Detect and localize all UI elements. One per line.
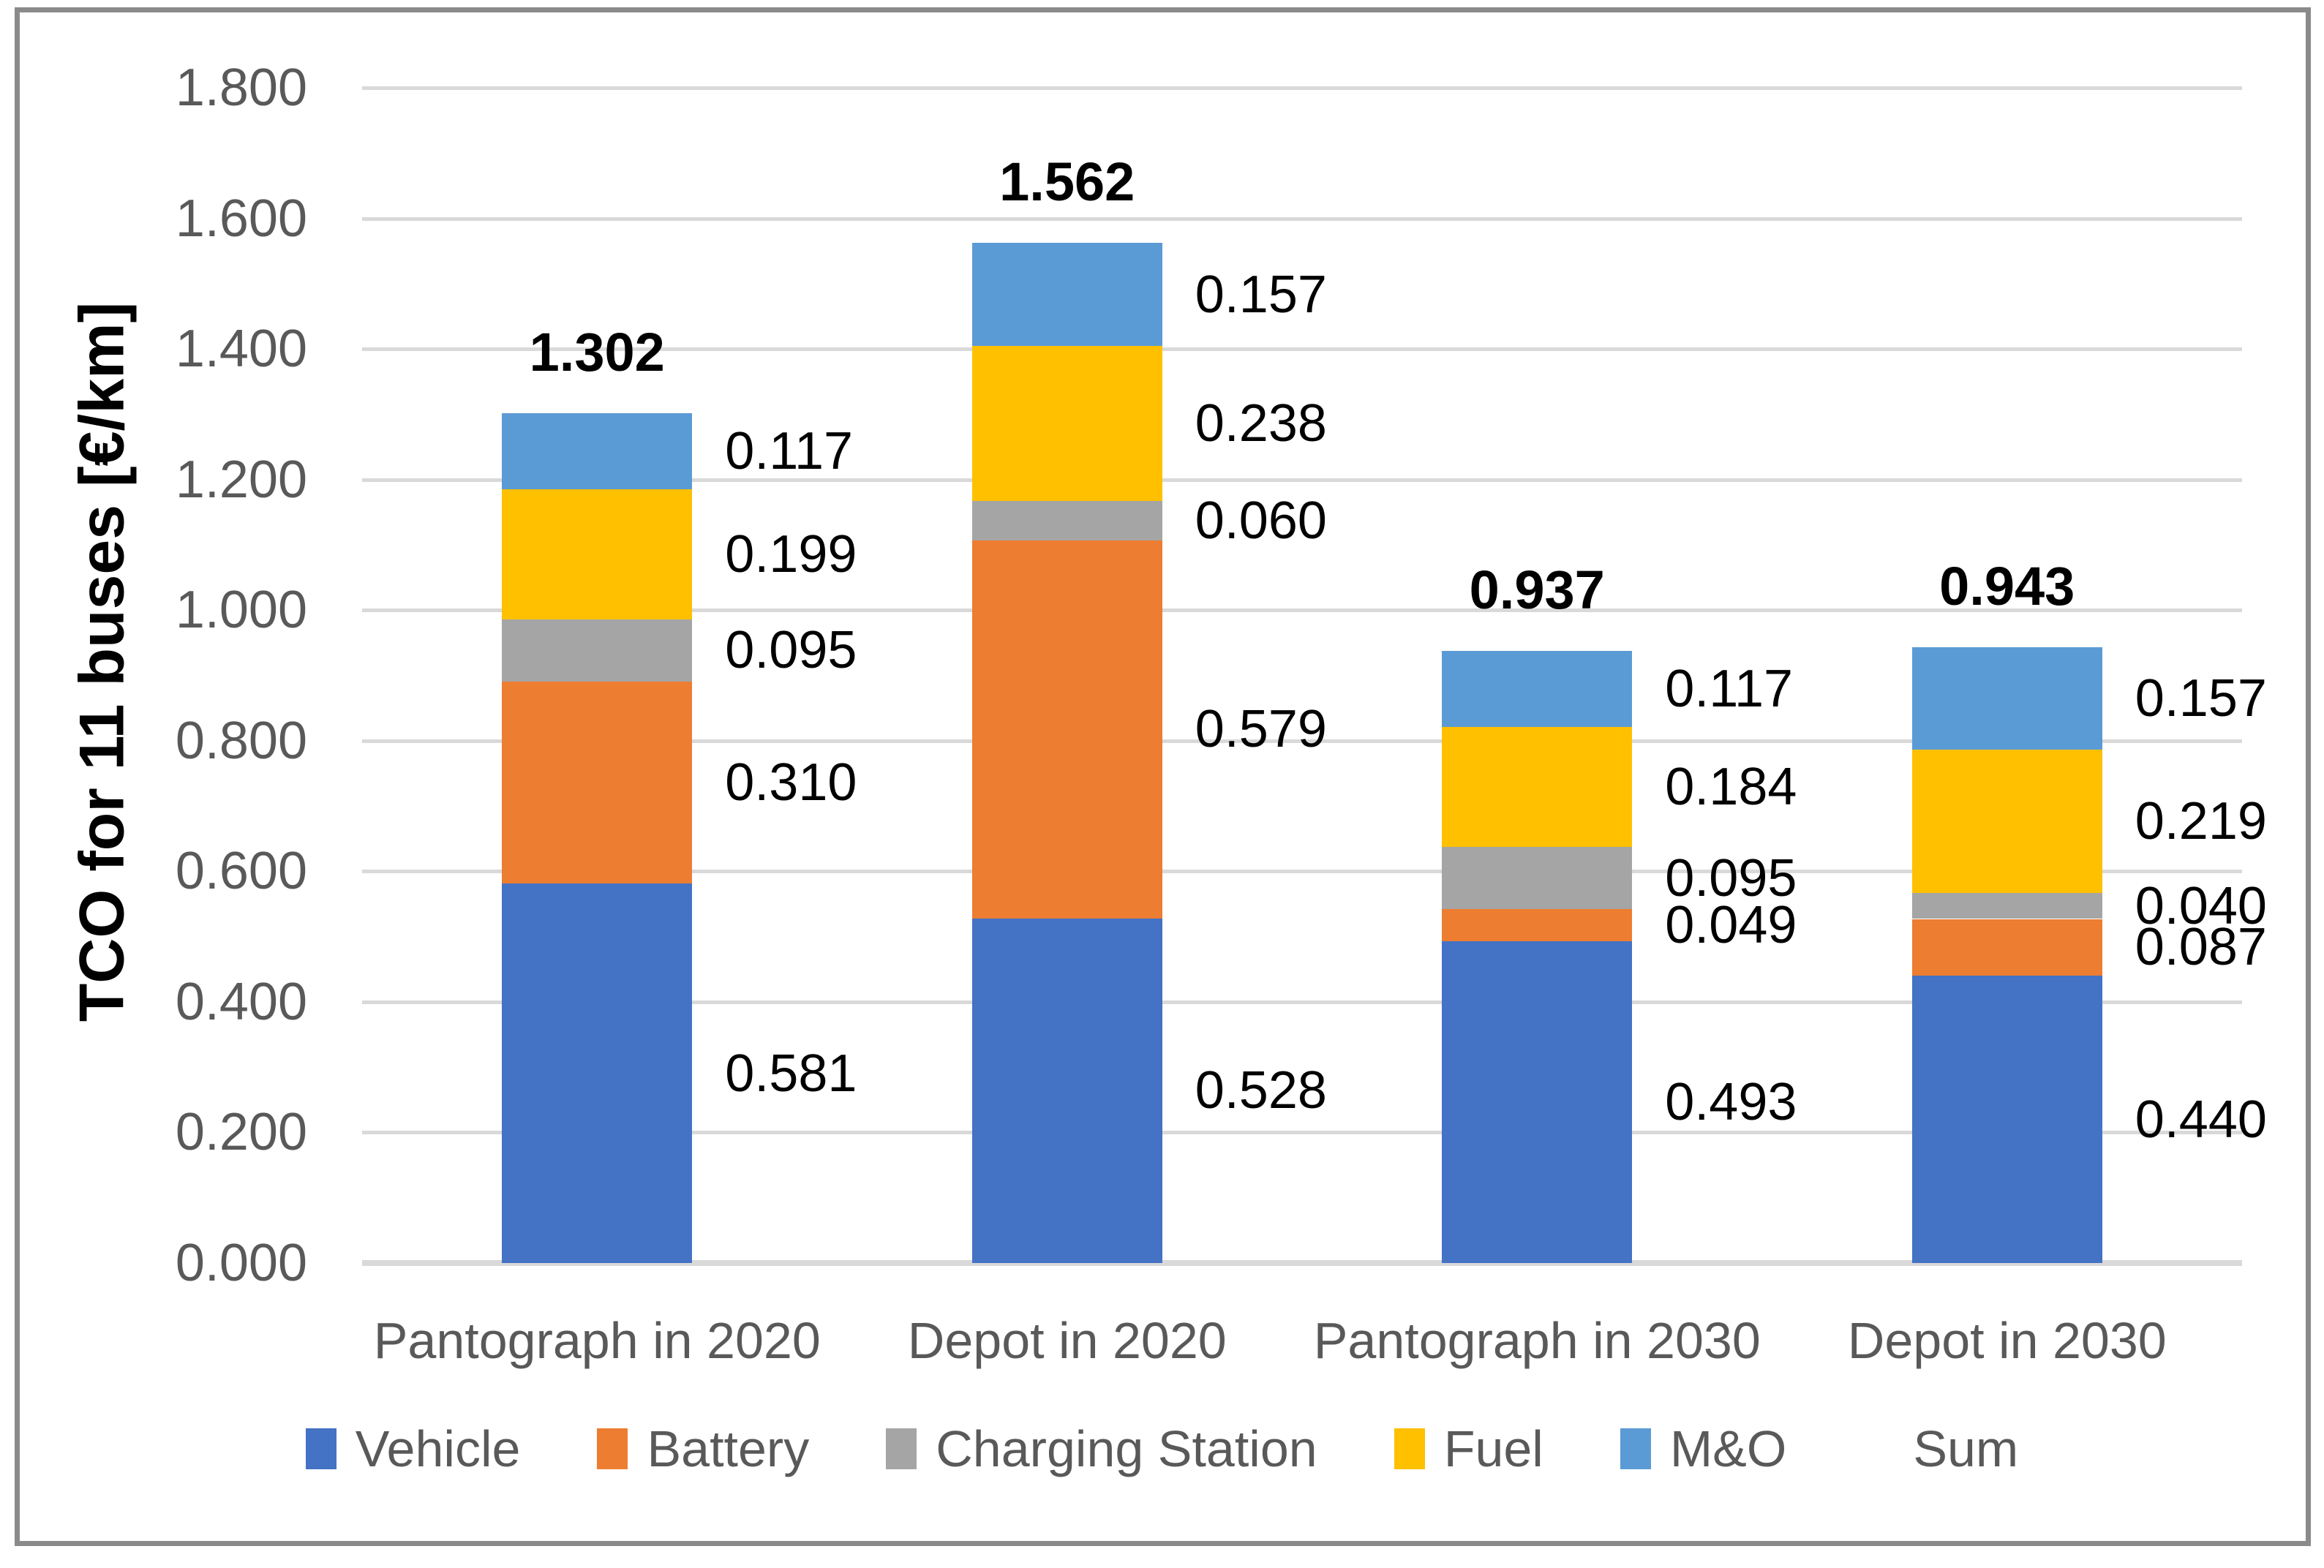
- bar-segment-fuel: [1911, 750, 2102, 893]
- segment-value-label-fuel: 0.238: [1195, 393, 1327, 453]
- legend-item: Charging Station: [886, 1417, 1317, 1480]
- y-tick-label: 1.800: [175, 59, 307, 117]
- y-tick-label: 0.200: [175, 1103, 307, 1162]
- y-tick-label: 0.000: [175, 1234, 307, 1292]
- category-label: Pantograph in 2030: [1313, 1312, 1761, 1369]
- y-tick-label: 0.600: [175, 842, 307, 901]
- segment-value-label-m-o: 0.157: [1195, 265, 1327, 324]
- bar-segment-vehicle: [502, 883, 693, 1263]
- segment-value-label-fuel: 0.199: [725, 524, 857, 584]
- bar-segment-battery: [1442, 909, 1633, 941]
- y-tick-label: 1.000: [175, 581, 307, 640]
- y-tick-label: 1.200: [175, 450, 307, 509]
- segment-value-label-fuel: 0.219: [2135, 792, 2267, 851]
- bar-segment-charging-station: [1442, 847, 1633, 910]
- bar-segment-m-o: [1442, 650, 1633, 728]
- segment-value-label-battery: 0.049: [1665, 895, 1797, 954]
- segment-value-label-charging-station: 0.040: [2135, 876, 2267, 935]
- segment-value-label-m-o: 0.117: [725, 421, 854, 480]
- legend-swatch-sum: [1863, 1428, 1894, 1469]
- segment-value-label-m-o: 0.157: [2135, 669, 2267, 728]
- x-axis-line: [362, 1260, 2242, 1266]
- segment-value-label-vehicle: 0.493: [1665, 1072, 1797, 1131]
- bar-segment-m-o: [502, 412, 693, 490]
- bar-segment-charging-station: [971, 501, 1162, 540]
- sum-label: 0.943: [1939, 556, 2075, 617]
- y-tick-label: 1.600: [175, 189, 307, 248]
- legend-item: Battery: [597, 1417, 809, 1480]
- bar-segment-fuel: [502, 489, 693, 619]
- gridline: [362, 1000, 2242, 1004]
- segment-value-label-battery: 0.087: [2135, 918, 2267, 977]
- legend-item: Sum: [1863, 1417, 2018, 1480]
- segment-value-label-vehicle: 0.581: [725, 1044, 857, 1103]
- legend-swatch-fuel: [1394, 1428, 1425, 1469]
- legend-item: Vehicle: [305, 1417, 521, 1480]
- segment-value-label-battery: 0.310: [725, 753, 857, 812]
- legend-label: Sum: [1913, 1420, 2019, 1477]
- legend-swatch-charging-station: [886, 1428, 917, 1469]
- segment-value-label-m-o: 0.117: [1665, 659, 1794, 718]
- legend-swatch-vehicle: [305, 1428, 336, 1469]
- sum-label: 1.302: [529, 321, 665, 382]
- sum-label: 0.937: [1469, 559, 1605, 620]
- segment-value-label-battery: 0.579: [1195, 700, 1327, 759]
- gridline: [362, 870, 2242, 874]
- sum-label: 1.562: [999, 151, 1135, 213]
- plot-area: 0.581 0.310 0.095 0.199 0.117 1.302 0.528 0.579…: [362, 86, 2267, 1266]
- segment-value-label-vehicle: 0.528: [1195, 1061, 1327, 1120]
- bar-segment-fuel: [971, 345, 1162, 502]
- gridline: [362, 608, 2242, 613]
- category-label: Depot in 2020: [907, 1312, 1227, 1369]
- segment-value-label-charging-station: 0.095: [725, 621, 857, 680]
- gridline: [362, 86, 2242, 90]
- bar-segment-battery: [971, 540, 1162, 919]
- gridline: [362, 739, 2242, 743]
- category-label: Pantograph in 2020: [373, 1312, 821, 1369]
- legend-label: Vehicle: [355, 1420, 521, 1477]
- y-axis-title: TCO for 11 buses [€/km]: [67, 301, 138, 1022]
- segment-value-label-vehicle: 0.440: [2135, 1090, 2267, 1149]
- y-tick-label: 1.400: [175, 320, 307, 379]
- bar-segment-vehicle: [971, 918, 1162, 1263]
- legend-label: Battery: [647, 1420, 810, 1477]
- segment-value-label-fuel: 0.184: [1665, 758, 1797, 817]
- y-tick-label: 0.800: [175, 711, 307, 770]
- legend-label: Charging Station: [936, 1420, 1317, 1477]
- bar-segment-battery: [502, 681, 693, 884]
- bar-segment-m-o: [1911, 647, 2102, 750]
- legend: Vehicle Battery Charging Station Fuel M&O Sum: [0, 1417, 2324, 1480]
- bar-segment-charging-station: [1911, 892, 2102, 919]
- gridline: [362, 216, 2242, 221]
- bar-segment-vehicle: [1911, 976, 2102, 1263]
- category-label: Depot in 2030: [1847, 1312, 2167, 1369]
- legend-label: M&O: [1669, 1420, 1787, 1477]
- gridline: [362, 1131, 2242, 1135]
- y-tick-label: 0.400: [175, 972, 307, 1031]
- gridline: [362, 478, 2242, 482]
- bar-segment-fuel: [1442, 727, 1633, 848]
- legend-item: Fuel: [1394, 1417, 1543, 1480]
- bar-segment-vehicle: [1442, 941, 1633, 1263]
- bar-segment-battery: [1911, 919, 2102, 976]
- legend-swatch-m-o: [1620, 1428, 1651, 1469]
- segment-value-label-charging-station: 0.095: [1665, 848, 1797, 908]
- bar-segment-charging-station: [502, 619, 693, 682]
- gridline: [362, 347, 2242, 352]
- bar-segment-m-o: [971, 243, 1162, 346]
- legend-swatch-battery: [597, 1428, 628, 1469]
- legend-item: M&O: [1620, 1417, 1786, 1480]
- legend-label: Fuel: [1443, 1420, 1543, 1477]
- segment-value-label-charging-station: 0.060: [1195, 491, 1327, 550]
